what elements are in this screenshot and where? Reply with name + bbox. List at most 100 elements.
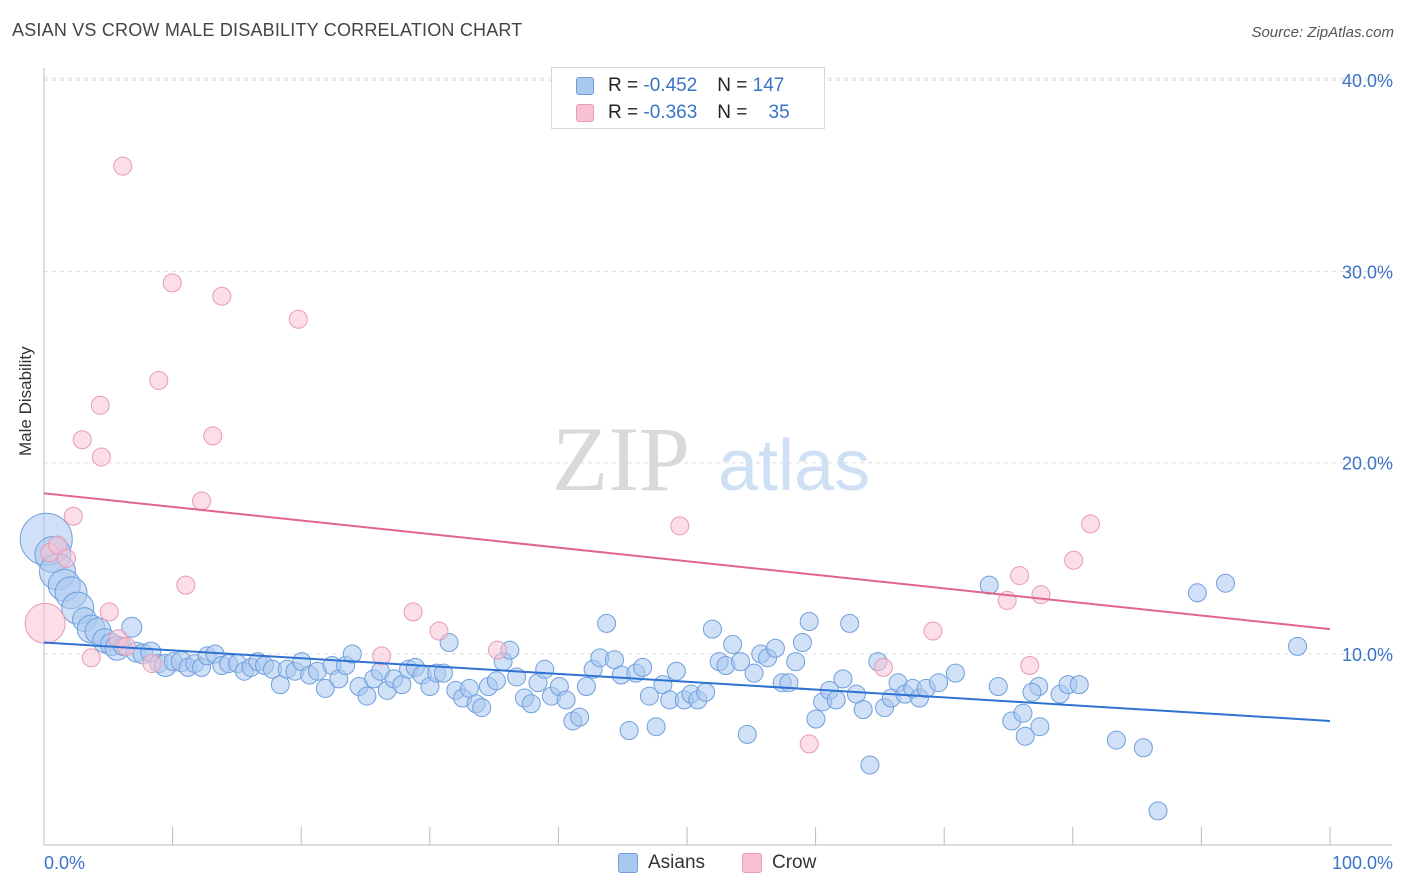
crow-point bbox=[63, 506, 83, 526]
crow-point bbox=[203, 426, 223, 446]
crow-point bbox=[176, 575, 196, 595]
asians-point bbox=[833, 669, 853, 689]
crow-point bbox=[403, 602, 423, 622]
crow-legend-label: Crow bbox=[772, 852, 817, 873]
asians-point bbox=[1106, 730, 1126, 750]
crow-point bbox=[288, 309, 308, 329]
asians-point bbox=[945, 663, 965, 683]
asians-point bbox=[666, 661, 686, 681]
legend-r-value: -0.452 bbox=[643, 75, 698, 96]
asians-point bbox=[1069, 675, 1089, 695]
asians-point bbox=[619, 721, 639, 741]
crow-point bbox=[799, 734, 819, 754]
crow-legend-icon bbox=[742, 853, 762, 873]
crow-point bbox=[487, 640, 507, 660]
asians-point bbox=[121, 616, 143, 638]
legend-r-value: -0.363 bbox=[643, 102, 698, 123]
crow-point bbox=[72, 430, 92, 450]
crow-point bbox=[113, 156, 133, 176]
crow-point bbox=[923, 621, 943, 641]
asians-point bbox=[486, 671, 506, 691]
legend-r-label: R = bbox=[608, 102, 639, 123]
y-axis-label: Male Disability bbox=[16, 346, 35, 456]
asians-point bbox=[723, 634, 743, 654]
asians-point bbox=[826, 690, 846, 710]
asians-point bbox=[786, 652, 806, 672]
asians-point bbox=[570, 707, 590, 727]
legend-row-crow: R = -0.363 N = 35 bbox=[576, 100, 790, 126]
asians-point bbox=[1148, 801, 1168, 821]
asians-point bbox=[1030, 717, 1050, 737]
asians-point bbox=[1216, 573, 1236, 593]
asians-point bbox=[840, 613, 860, 633]
crow-point bbox=[192, 491, 212, 511]
axes bbox=[43, 68, 1392, 846]
crow-point bbox=[99, 602, 119, 622]
asians-point bbox=[806, 709, 826, 729]
crow-point bbox=[149, 370, 169, 390]
asians-point bbox=[853, 699, 873, 719]
crow-point bbox=[1031, 585, 1051, 605]
crow-point bbox=[162, 273, 182, 293]
legend-r-label: R = bbox=[608, 75, 639, 96]
source-label: Source: ZipAtlas.com bbox=[1251, 24, 1394, 41]
asians-point bbox=[633, 657, 653, 677]
asians-point bbox=[929, 673, 949, 693]
asians-point bbox=[556, 690, 576, 710]
asians-point bbox=[1022, 682, 1042, 702]
trend-lines bbox=[43, 492, 1331, 722]
tick-labels: 10.0% 20.0% 30.0% 40.0% 0.0% 100.0% bbox=[44, 71, 1393, 873]
crow-point bbox=[91, 447, 111, 467]
asians-point bbox=[696, 682, 716, 702]
asians-point bbox=[702, 619, 722, 639]
asians-point bbox=[433, 663, 453, 683]
crow-point bbox=[1010, 566, 1030, 586]
asians-point bbox=[1288, 636, 1308, 656]
asians-point bbox=[744, 663, 764, 683]
y-tick-label: 10.0% bbox=[1342, 645, 1393, 665]
asians-point bbox=[1187, 583, 1207, 603]
crow-point bbox=[1020, 655, 1040, 675]
watermark-atlas: atlas bbox=[718, 426, 870, 506]
y-tick-label: 20.0% bbox=[1342, 454, 1393, 474]
bottom-legend-asians: Asians bbox=[618, 852, 705, 874]
asians-point bbox=[576, 677, 596, 697]
asians-point bbox=[639, 686, 659, 706]
crow-point bbox=[873, 657, 893, 677]
asians-point bbox=[646, 717, 666, 737]
crow-trend-line bbox=[43, 492, 1331, 631]
asians-point bbox=[860, 755, 880, 775]
legend-n-label: N = bbox=[717, 102, 748, 123]
asians-point bbox=[1013, 703, 1033, 723]
stats-legend: R = -0.452 N = 147 R = -0.363 N = 35 bbox=[551, 67, 825, 129]
asians-point bbox=[979, 575, 999, 595]
asians-point bbox=[1133, 738, 1153, 758]
crow-point bbox=[81, 648, 101, 668]
asians-swatch-icon bbox=[576, 77, 594, 95]
crow-point bbox=[57, 548, 77, 568]
legend-n-value: 35 bbox=[768, 102, 790, 123]
crow-point bbox=[670, 516, 690, 536]
crow-point bbox=[1080, 514, 1100, 534]
crow-point bbox=[212, 286, 232, 306]
y-tick-label: 40.0% bbox=[1342, 71, 1393, 91]
y-tick-label: 30.0% bbox=[1342, 262, 1393, 282]
grid-lines bbox=[44, 77, 1392, 655]
asians-point bbox=[521, 694, 541, 714]
asians-point bbox=[315, 678, 335, 698]
asians-point bbox=[792, 633, 812, 653]
crow-point bbox=[429, 621, 449, 641]
crow-point bbox=[142, 654, 162, 674]
asians-point bbox=[799, 611, 819, 631]
watermark-zip: ZIP bbox=[552, 408, 690, 510]
asians-point bbox=[988, 677, 1008, 697]
crow-point bbox=[48, 535, 68, 555]
asians-point bbox=[535, 659, 555, 679]
asians-point bbox=[1015, 726, 1035, 746]
asians-point bbox=[731, 652, 751, 672]
series-crow bbox=[24, 156, 1100, 754]
x-tick-label: 0.0% bbox=[44, 853, 85, 873]
crow-point bbox=[372, 646, 392, 666]
watermark: ZIP atlas bbox=[552, 408, 870, 510]
